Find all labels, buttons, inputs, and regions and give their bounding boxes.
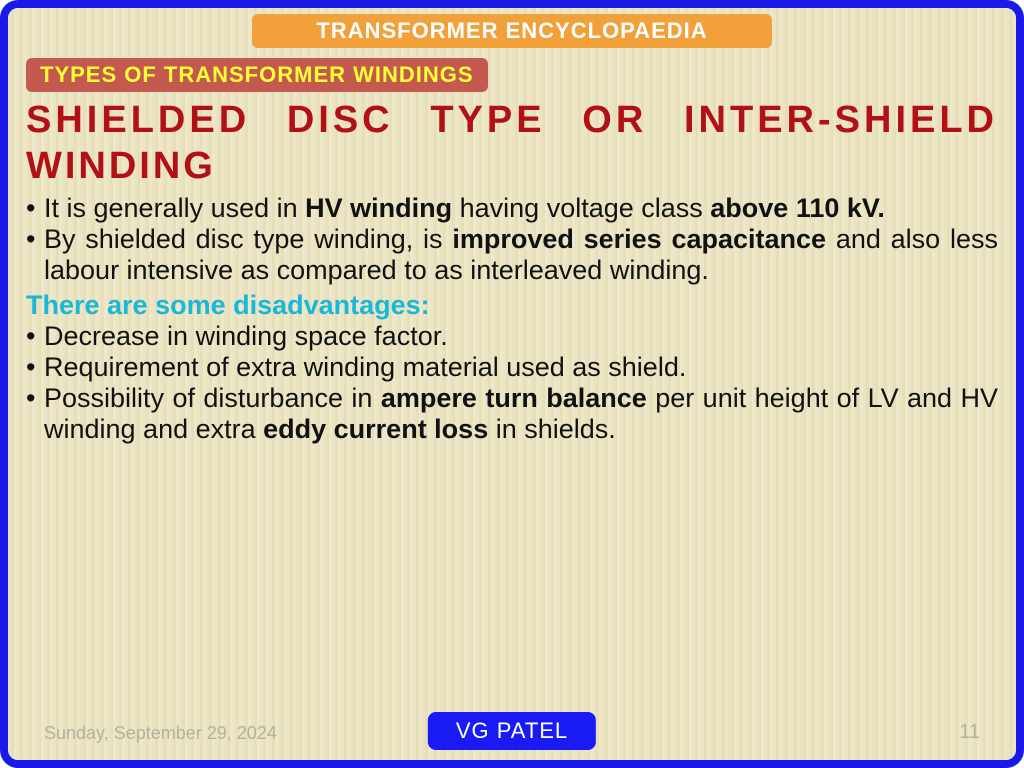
footer-author: VG PATEL <box>428 712 596 750</box>
text: having voltage class <box>452 193 710 223</box>
bold: HV winding <box>305 193 452 223</box>
text: Possibility of disturbance in <box>44 383 381 413</box>
bold: ampere turn balance <box>381 383 647 413</box>
disadvantages-heading: There are some disadvantages: <box>26 290 998 321</box>
footer-date: Sunday, September 29, 2024 <box>44 723 277 744</box>
text: Decrease in winding space factor. <box>44 321 998 352</box>
banner-top: TRANSFORMER ENCYCLOPAEDIA <box>252 14 772 48</box>
bullet-mark: • <box>26 352 44 383</box>
bullet-5: • Possibility of disturbance in ampere t… <box>26 383 998 445</box>
text: in shields. <box>488 414 616 444</box>
bullet-4: • Requirement of extra winding material … <box>26 352 998 383</box>
main-heading: SHIELDED DISC TYPE OR INTER-SHIELD WINDI… <box>26 98 998 189</box>
bullet-mark: • <box>26 321 44 352</box>
heading-line-2: WINDING <box>26 145 216 187</box>
bold: eddy current loss <box>263 414 488 444</box>
bullet-mark: • <box>26 193 44 224</box>
text: Requirement of extra winding material us… <box>44 352 998 383</box>
body-text: • It is generally used in HV winding hav… <box>26 193 998 445</box>
bold: above 110 kV. <box>710 193 885 223</box>
slide: TRANSFORMER ENCYCLOPAEDIA TYPES OF TRANS… <box>0 0 1024 768</box>
bullet-3: • Decrease in winding space factor. <box>26 321 998 352</box>
bold: improved series capaci­tance <box>452 224 826 254</box>
bullet-mark: • <box>26 224 44 286</box>
text: By shielded disc type winding, is <box>44 224 452 254</box>
banner-subtitle: TYPES OF TRANSFORMER WINDINGS <box>26 58 488 92</box>
bullet-2: • By shielded disc type winding, is impr… <box>26 224 998 286</box>
text: It is generally used in <box>44 193 305 223</box>
bullet-1: • It is generally used in HV winding hav… <box>26 193 998 224</box>
footer-page-number: 11 <box>959 721 980 744</box>
heading-line-1: SHIELDED DISC TYPE OR INTER-SHIELD <box>26 98 998 144</box>
bullet-mark: • <box>26 383 44 445</box>
